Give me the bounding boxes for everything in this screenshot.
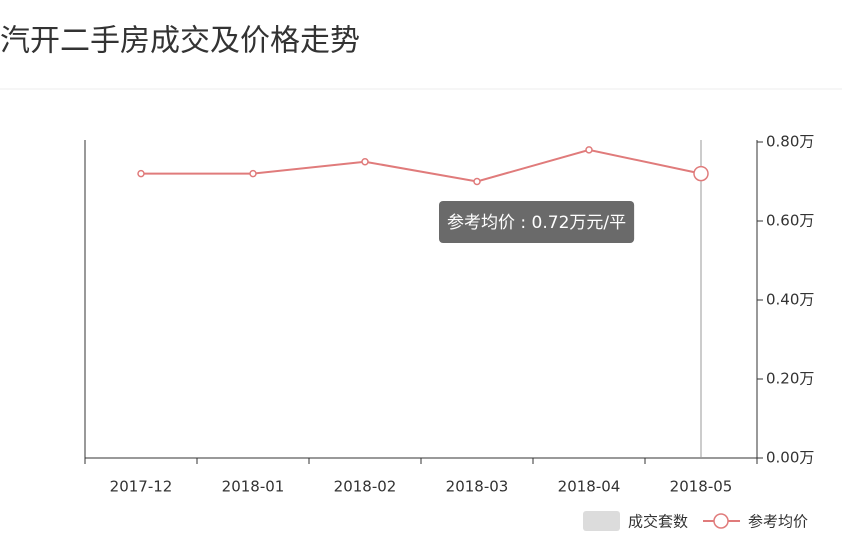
legend-swatch [713,513,729,529]
y2-tick-label: 0.40万 [766,291,814,309]
legend-label: 成交套数 [628,513,688,531]
x-tick-label: 2018-04 [558,478,621,496]
y2-tick-label: 0.20万 [766,370,814,388]
line [141,148,702,183]
y2-tick-label: 0.60万 [766,212,814,230]
point [137,169,145,178]
x-tick-label: 2018-02 [334,478,397,496]
chart-title: 汽开二手房成交及价格走势 [0,24,360,59]
tooltip-text: 参考均价 : 0.72万元/平 [447,213,626,233]
y2-tick-label: 0.00万 [766,449,814,467]
point [693,165,709,182]
point [585,146,593,154]
point [249,169,257,178]
x-tick-label: 2017-12 [110,478,173,496]
tooltip-box [439,201,635,243]
point [473,177,481,186]
legend-swatch [583,511,620,531]
tooltip: 参考均价 : 0.72万元/平 [439,201,635,243]
x-tick-label: 2018-03 [446,478,509,496]
y2-tick-label: 0.80万 [766,133,814,151]
legend-label: 参考均价 [748,513,808,531]
x-tick-label: 2018-05 [670,478,733,496]
x-tick-label: 2018-01 [222,478,285,496]
point [361,158,369,166]
